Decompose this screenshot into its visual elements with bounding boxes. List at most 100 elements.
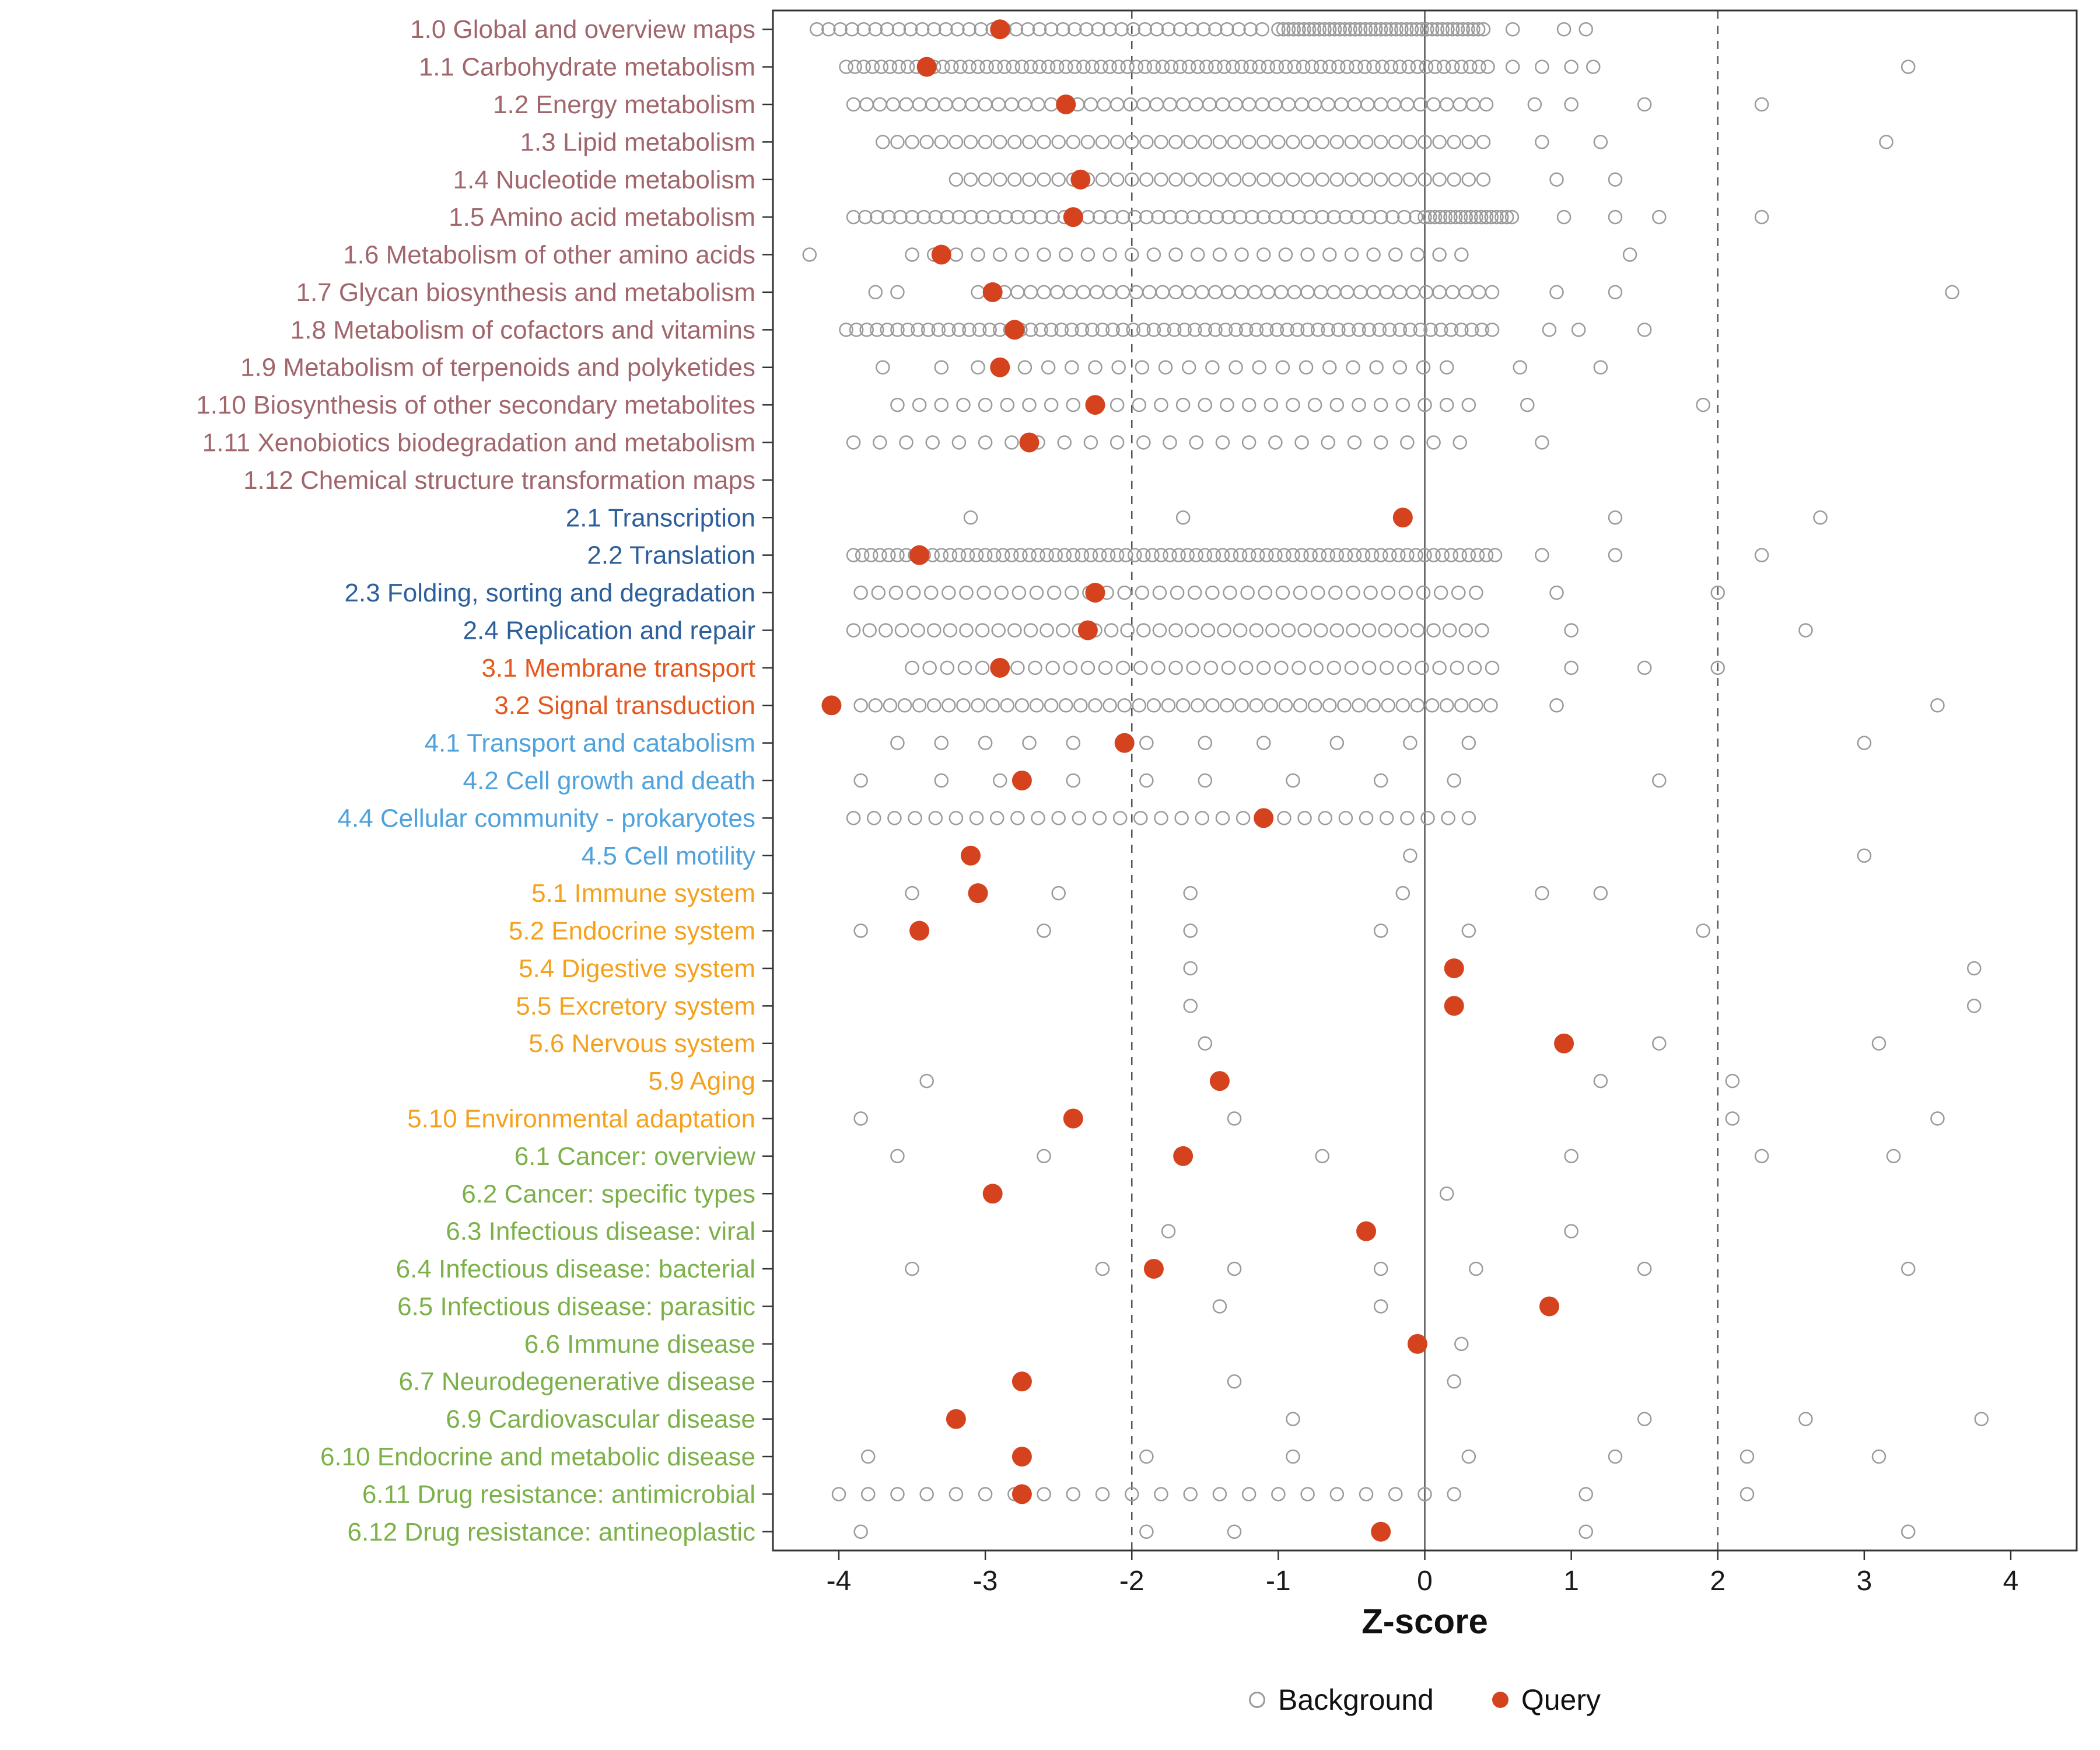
- background-point: [1000, 698, 1015, 713]
- background-point: [1461, 135, 1476, 149]
- background-point: [1322, 360, 1337, 374]
- y-axis-label: 6.5 Infectious disease: parasitic: [397, 1292, 755, 1321]
- background-point: [1392, 323, 1408, 337]
- background-point: [1309, 660, 1324, 676]
- background-point: [1418, 172, 1432, 187]
- background-point: [1209, 209, 1224, 225]
- background-point: [1101, 548, 1116, 562]
- background-point: [1505, 22, 1520, 37]
- y-axis-label: 5.2 Endocrine system: [509, 917, 755, 946]
- background-point: [1466, 97, 1480, 112]
- background-point: [1338, 22, 1352, 37]
- background-point: [1164, 60, 1179, 74]
- background-point: [1154, 397, 1168, 412]
- background-point: [1321, 323, 1336, 337]
- background-point: [1353, 285, 1368, 300]
- background-point: [1317, 22, 1332, 37]
- query-point: [1554, 1033, 1574, 1054]
- background-point: [1637, 323, 1652, 337]
- y-axis-label: 1.12 Chemical structure transformation m…: [243, 466, 755, 495]
- background-point: [1292, 660, 1306, 676]
- background-point: [1110, 135, 1125, 149]
- background-point: [1286, 172, 1300, 187]
- background-point: [1277, 548, 1292, 562]
- background-point: [1117, 585, 1132, 600]
- query-point: [1444, 996, 1464, 1016]
- background-point: [1226, 60, 1240, 74]
- background-point: [1256, 209, 1271, 225]
- background-point: [1146, 698, 1161, 713]
- background-point: [1372, 323, 1387, 337]
- background-point: [1146, 60, 1161, 74]
- background-point: [846, 623, 861, 638]
- background-point: [1198, 548, 1213, 562]
- background-point: [1104, 209, 1119, 225]
- background-point: [1068, 22, 1082, 37]
- background-point: [1322, 22, 1337, 37]
- background-point: [868, 698, 883, 713]
- background-point: [1480, 60, 1495, 74]
- y-axis-label: 5.6 Nervous system: [528, 1030, 755, 1058]
- query-point: [1209, 1071, 1230, 1091]
- background-point: [1149, 97, 1164, 112]
- background-point: [1398, 585, 1413, 600]
- background-point: [890, 736, 905, 750]
- background-point: [992, 247, 1007, 262]
- background-point: [1403, 323, 1418, 337]
- background-point: [1373, 172, 1388, 187]
- background-point: [1564, 660, 1578, 676]
- background-point: [1315, 172, 1329, 187]
- background-point: [1304, 60, 1320, 74]
- background-point: [1444, 548, 1458, 562]
- background-point: [1461, 736, 1476, 750]
- background-point: [1278, 60, 1293, 74]
- background-point: [1133, 660, 1148, 676]
- background-point: [1215, 97, 1230, 112]
- background-point: [1227, 1524, 1242, 1539]
- background-point: [1296, 60, 1311, 74]
- background-point: [1168, 247, 1183, 262]
- background-point: [1593, 135, 1608, 149]
- background-point: [1125, 135, 1139, 149]
- background-point: [1329, 736, 1345, 750]
- background-point: [922, 660, 937, 676]
- background-point: [1183, 923, 1198, 938]
- background-point: [870, 323, 884, 337]
- background-point: [1378, 22, 1394, 37]
- background-point: [939, 22, 953, 37]
- background-point: [1032, 60, 1047, 74]
- background-point: [956, 698, 971, 713]
- background-point: [1157, 323, 1171, 337]
- background-point: [1212, 135, 1227, 149]
- x-tick-label: 3: [1857, 1566, 1873, 1597]
- query-point: [1056, 94, 1076, 114]
- background-point: [1241, 172, 1256, 187]
- background-point: [1022, 548, 1037, 562]
- background-point: [1171, 548, 1186, 562]
- background-point: [951, 548, 967, 562]
- background-point: [1105, 323, 1120, 337]
- background-point: [1256, 135, 1271, 149]
- background-point: [1608, 172, 1623, 187]
- background-point: [1725, 1111, 1740, 1126]
- query-point: [1063, 1108, 1083, 1129]
- background-point: [986, 209, 1002, 225]
- y-axis-label: 1.9 Metabolism of terpenoids and polyket…: [240, 354, 755, 382]
- x-tick-label: -1: [1266, 1566, 1291, 1597]
- background-point: [1163, 548, 1177, 562]
- background-point: [1259, 323, 1274, 337]
- background-point: [1401, 60, 1416, 74]
- background-point: [1454, 1336, 1469, 1352]
- background-point: [1286, 773, 1300, 788]
- background-point: [1208, 323, 1223, 337]
- background-point: [1395, 886, 1410, 901]
- background-point: [1154, 811, 1168, 825]
- background-point: [1085, 323, 1100, 337]
- query-point: [1012, 1447, 1032, 1467]
- background-point: [1041, 360, 1056, 374]
- background-point: [1212, 247, 1227, 262]
- background-point: [1051, 811, 1066, 825]
- background-point: [890, 285, 905, 300]
- background-point: [996, 548, 1010, 562]
- background-point: [1329, 172, 1345, 187]
